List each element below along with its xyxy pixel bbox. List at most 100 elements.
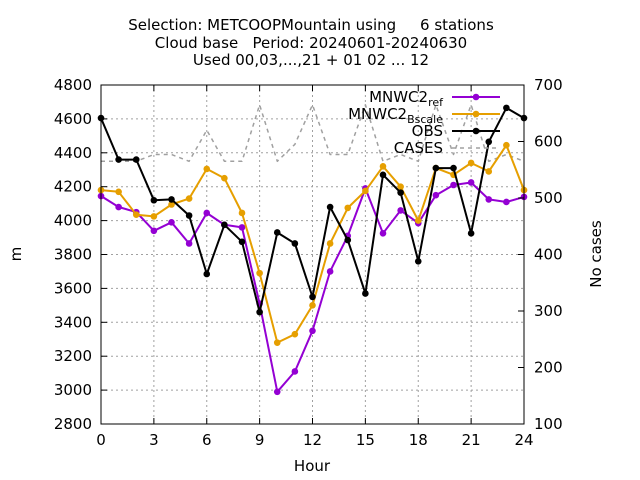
series-line-mnwc2-bscale [100, 144, 525, 344]
data-point-mnwc2-bscale [309, 302, 316, 309]
data-point-mnwc2-ref [450, 181, 457, 189]
data-point-obs [485, 138, 493, 146]
data-point-obs [503, 104, 510, 112]
y2-tick-label: 100 [534, 415, 563, 433]
data-point-mnwc2-bscale [414, 217, 422, 224]
data-point-obs [291, 240, 299, 247]
y-axis-label: m [7, 247, 25, 262]
chart-title: Selection: METCOOPMountain using 6 stati… [128, 16, 494, 69]
data-point-obs [203, 270, 211, 278]
data-point-obs [150, 196, 158, 204]
y-tick-label: 4600 [54, 110, 92, 128]
data-point-mnwc2-ref [291, 368, 299, 375]
data-point-obs [467, 230, 475, 237]
y-tick-label: 3400 [54, 313, 92, 331]
data-point-obs [326, 203, 334, 211]
y-tick-label: 3200 [54, 347, 92, 365]
y2-tick-label: 400 [534, 246, 563, 264]
data-point-mnwc2-bscale [379, 163, 387, 170]
data-point-mnwc2-ref [185, 240, 193, 247]
x-tick-labels: 0 3 6 9 12 15 18 21 24 [96, 431, 533, 449]
y-tick-label: 2800 [54, 415, 92, 433]
data-point-mnwc2-ref [168, 218, 175, 226]
data-point-mnwc2-bscale [326, 240, 334, 247]
data-point-obs [397, 189, 404, 196]
y-tick-label: 3600 [54, 279, 92, 297]
data-point-obs [379, 171, 387, 179]
data-point-obs [414, 257, 422, 265]
legend-marker-mnwc2-ref [472, 93, 480, 101]
title-line-1: Selection: METCOOPMountain using 6 stati… [128, 16, 494, 34]
data-point-mnwc2-ref [326, 268, 334, 275]
series-obs [97, 104, 528, 316]
y2-tick-label: 300 [534, 302, 563, 320]
x-tick-label: 9 [255, 431, 265, 449]
data-point-mnwc2-ref [432, 191, 440, 199]
data-point-obs [309, 293, 316, 301]
data-point-mnwc2-ref [379, 230, 387, 237]
data-point-mnwc2-bscale [185, 195, 193, 202]
y2-tick-label: 500 [534, 189, 563, 207]
data-point-obs [432, 164, 440, 172]
x-tick-label: 0 [96, 431, 106, 449]
y2-tick-labels: 100 200 300 400 500 600 700 [534, 76, 563, 433]
data-point-mnwc2-ref [485, 196, 493, 203]
data-point-mnwc2-bscale [168, 201, 175, 208]
data-point-mnwc2-ref [115, 203, 122, 211]
y-tick-label: 4800 [54, 76, 92, 94]
title-line-3: Used 00,03,...,21 + 01 02 ... 12 [193, 51, 429, 69]
data-point-obs [132, 156, 140, 163]
y-tick-label: 3800 [54, 246, 92, 264]
legend-marker-obs [472, 127, 480, 135]
y-tick-label: 3000 [54, 381, 92, 399]
cases-series-layer [101, 104, 525, 163]
data-point-mnwc2-bscale [273, 339, 281, 346]
data-point-obs [221, 221, 228, 229]
x-tick-label: 15 [356, 431, 375, 449]
data-point-obs [238, 238, 246, 246]
axis-ticks [100, 84, 525, 425]
legend-label-subscript: ref [428, 96, 444, 109]
x-tick-label: 3 [149, 431, 159, 449]
legend-label-main: CASES [394, 139, 443, 157]
y2-axis-label: No cases [587, 220, 605, 288]
data-point-mnwc2-bscale [256, 269, 263, 277]
data-point-mnwc2-bscale [221, 174, 228, 182]
grid-lines [101, 85, 524, 424]
x-tick-label: 24 [514, 431, 533, 449]
data-point-mnwc2-bscale [362, 187, 369, 195]
data-point-obs [115, 156, 122, 163]
legend-label-main: OBS [412, 122, 443, 140]
title-line-2: Cloud base Period: 20240601-20240630 [155, 34, 467, 52]
y2-tick-label: 200 [534, 359, 563, 377]
data-point-mnwc2-ref [273, 388, 281, 396]
data-point-mnwc2-bscale [467, 159, 475, 167]
legend-label-main: MNWC2 [348, 105, 407, 123]
data-point-obs [185, 212, 193, 219]
y2-tick-label: 600 [534, 133, 563, 151]
data-point-mnwc2-bscale [238, 209, 246, 217]
data-point-mnwc2-bscale [344, 204, 352, 212]
legend-label-mnwc2-ref: MNWC2ref [369, 88, 444, 109]
data-point-obs [450, 164, 457, 172]
data-point-obs [362, 290, 369, 297]
x-tick-label: 21 [462, 431, 481, 449]
data-point-mnwc2-bscale [503, 141, 510, 149]
y-tick-label: 4200 [54, 178, 92, 196]
legend-label-subscript: Bscale [407, 113, 443, 126]
data-point-obs [256, 308, 263, 316]
legend-label-main: MNWC2 [369, 88, 428, 106]
y-tick-label: 4400 [54, 144, 92, 162]
series-line-cases [101, 104, 525, 163]
series-layer [97, 104, 528, 396]
data-point-mnwc2-bscale [203, 165, 211, 173]
data-point-mnwc2-ref [503, 198, 510, 206]
legend-marker-mnwc2-bscale [472, 110, 480, 118]
x-tick-label: 18 [409, 431, 428, 449]
legend-label-cases: CASES [394, 139, 443, 157]
x-tick-label: 6 [202, 431, 212, 449]
legend-label-obs: OBS [412, 122, 443, 140]
data-point-mnwc2-ref [467, 179, 475, 186]
